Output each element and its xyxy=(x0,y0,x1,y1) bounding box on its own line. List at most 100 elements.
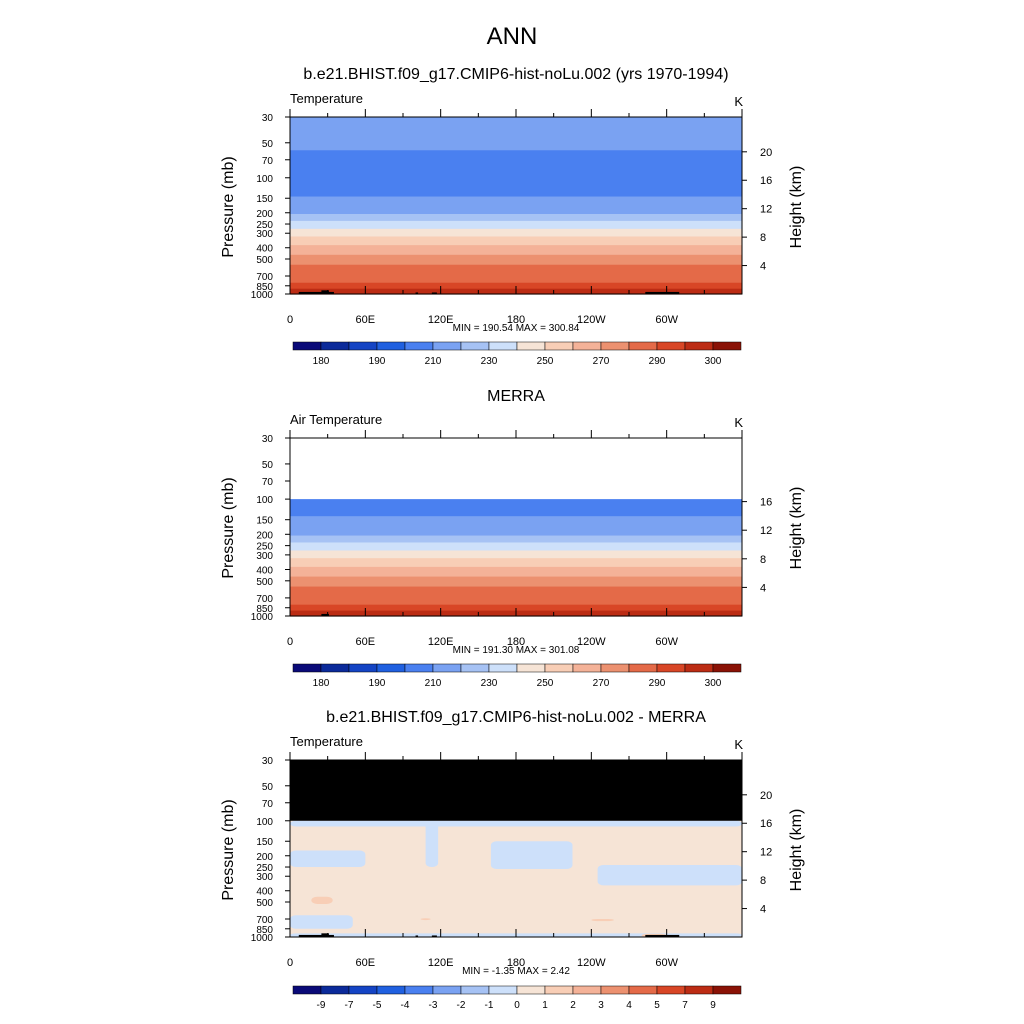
colorbar-swatch xyxy=(684,985,714,995)
right-tick-label: 12 xyxy=(760,525,772,537)
colorbar-swatch xyxy=(712,663,742,673)
y-axis-label: Pressure (mb) xyxy=(220,156,237,257)
colorbar: -9 -7 -5 -4 -3 -2 -1 0 1 2 3 4 5 7 9 xyxy=(292,985,742,1011)
masked-region xyxy=(321,933,329,937)
masked-region xyxy=(298,291,334,294)
contour-patch xyxy=(420,918,431,921)
contour-band xyxy=(290,550,742,559)
contour-band xyxy=(290,535,742,544)
colorbar-label: -4 xyxy=(401,1000,410,1011)
colorbar-label: 250 xyxy=(537,678,554,689)
contour-band xyxy=(290,254,742,266)
contour-band xyxy=(290,117,742,136)
colorbar-swatch xyxy=(376,985,406,995)
panel-title: b.e21.BHIST.f09_g17.CMIP6-hist-noLu.002 … xyxy=(326,709,706,726)
units-label: K xyxy=(734,415,743,430)
colorbar-swatch xyxy=(516,985,546,995)
x-tick-label: 120E xyxy=(428,957,454,969)
colorbar-swatch xyxy=(460,341,490,351)
y-tick-label: 30 xyxy=(262,434,274,445)
colorbar-swatch xyxy=(684,341,714,351)
colorbar-label: 9 xyxy=(710,1000,716,1011)
contour-band xyxy=(290,576,742,588)
y-tick-label: 500 xyxy=(256,577,273,588)
y-tick-label: 100 xyxy=(256,495,273,506)
y-tick-label: 70 xyxy=(262,799,274,810)
contour-band xyxy=(290,566,742,578)
panel-merra: MERRA Air Temperature K Pressure (mb) He… xyxy=(220,388,805,689)
colorbar-swatch xyxy=(488,341,518,351)
y-tick-label: 30 xyxy=(262,113,274,124)
colorbar-swatch xyxy=(628,985,658,995)
colorbar-swatch xyxy=(516,663,546,673)
colorbar-swatch xyxy=(292,985,322,995)
colorbar-swatch xyxy=(712,985,742,995)
colorbar-swatch xyxy=(600,985,630,995)
masked-region xyxy=(321,290,329,294)
contour-band xyxy=(290,274,742,284)
right-tick-label: 16 xyxy=(760,175,772,187)
x-tick-label: 60E xyxy=(356,957,376,969)
y-tick-label: 200 xyxy=(256,530,273,541)
colorbar-label: 5 xyxy=(654,1000,660,1011)
x-tick-label: 120W xyxy=(577,314,606,326)
colorbar-label: 190 xyxy=(369,678,386,689)
colorbar-swatch xyxy=(572,985,602,995)
y-tick-label: 850 xyxy=(256,604,273,615)
colorbar-swatch xyxy=(432,341,462,351)
units-label: K xyxy=(734,737,743,752)
contour-patch xyxy=(425,820,439,868)
y-tick-label: 700 xyxy=(256,272,273,283)
contour-patch xyxy=(591,918,614,922)
y-tick-label: 400 xyxy=(256,244,273,255)
x-tick-label: 180 xyxy=(507,636,525,648)
x-tick-label: 60E xyxy=(356,636,376,648)
colorbar-swatch xyxy=(656,985,686,995)
y-tick-label: 700 xyxy=(256,594,273,605)
x-tick-label: 180 xyxy=(507,314,525,326)
masked-region xyxy=(290,760,742,821)
right-tick-label: 8 xyxy=(760,554,766,566)
colorbar-label: 7 xyxy=(682,1000,688,1011)
right-tick-label: 16 xyxy=(760,497,772,509)
contour-patch xyxy=(290,820,742,827)
y-tick-label: 100 xyxy=(256,174,273,185)
y-tick-label: 400 xyxy=(256,565,273,576)
colorbar-swatch xyxy=(460,663,490,673)
right-tick-label: 4 xyxy=(760,582,766,594)
x-tick-label: 120W xyxy=(577,636,606,648)
colorbar-swatch xyxy=(292,341,322,351)
y-tick-label: 400 xyxy=(256,887,273,898)
y-tick-label: 70 xyxy=(262,477,274,488)
colorbar-swatch xyxy=(516,341,546,351)
y-tick-label: 850 xyxy=(256,925,273,936)
variable-label: Air Temperature xyxy=(290,412,382,427)
panel-title: b.e21.BHIST.f09_g17.CMIP6-hist-noLu.002 … xyxy=(303,66,728,83)
panel-model: b.e21.BHIST.f09_g17.CMIP6-hist-noLu.002 … xyxy=(220,66,805,367)
right-tick-label: 12 xyxy=(760,204,772,216)
y-tick-label: 50 xyxy=(262,782,274,793)
y-tick-label: 300 xyxy=(256,872,273,883)
colorbar-label: 250 xyxy=(537,356,554,367)
colorbar-swatch xyxy=(656,663,686,673)
colorbar-swatch xyxy=(600,341,630,351)
y-tick-label: 70 xyxy=(262,156,274,167)
colorbar-swatch xyxy=(404,985,434,995)
contour-band xyxy=(290,220,742,230)
colorbar-label: 290 xyxy=(649,356,666,367)
contour-band xyxy=(290,206,742,215)
y-tick-label: 1000 xyxy=(251,933,274,944)
masked-region xyxy=(415,292,419,294)
colorbar-swatch xyxy=(572,341,602,351)
y-tick-label: 500 xyxy=(256,255,273,266)
right-tick-label: 16 xyxy=(760,818,772,830)
colorbar-label: -9 xyxy=(317,1000,326,1011)
y-tick-label: 1000 xyxy=(251,290,274,301)
colorbar-label: 0 xyxy=(514,1000,520,1011)
contour-patch xyxy=(597,864,742,886)
colorbar-label: 2 xyxy=(570,1000,576,1011)
colorbar-label: -7 xyxy=(345,1000,354,1011)
contour-band xyxy=(290,214,742,222)
contour-band xyxy=(290,604,742,612)
